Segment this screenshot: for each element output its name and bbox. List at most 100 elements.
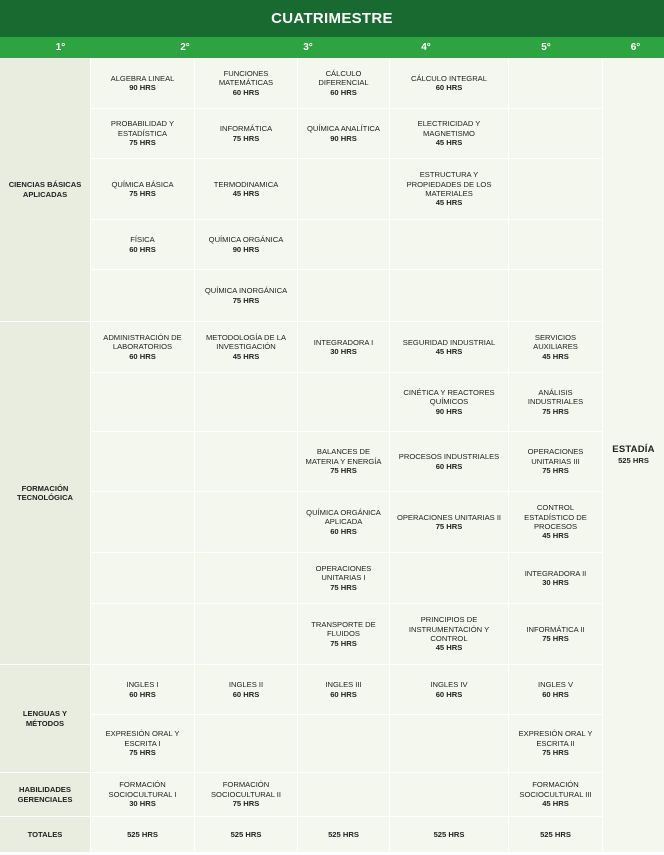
empty-cell (195, 432, 298, 492)
col-header-2: 2° (180, 42, 190, 53)
course-cell: ESTRUCTURA Y PROPIEDADES DE LOS MATERIAL… (390, 159, 509, 220)
course-cell: INTEGRADORA II 30 HRS (509, 553, 603, 604)
total-value: 525 HRS (390, 817, 509, 852)
empty-cell (298, 373, 390, 432)
course-name: PROBABILIDAD Y ESTADÍSTICA (110, 119, 175, 138)
empty-cell (195, 715, 298, 773)
course-name: TERMODINAMICA (213, 179, 279, 189)
course-name: ADMINISTRACIÓN DE LABORATORIOS (103, 332, 182, 352)
semester-header-row: 1° 2° 3° 4° 5° 6° (0, 37, 664, 58)
course-cell: METODOLOGÍA DE LA INVESTIGACIÓN 45 HRS (195, 322, 298, 373)
course-cell: INFORMÁTICA II 75 HRS (509, 604, 603, 665)
col-header-3: 3° (303, 42, 313, 53)
empty-cell (91, 492, 195, 553)
empty-cell (298, 220, 390, 270)
course-cell: INGLES V 60 HRS (509, 665, 603, 715)
course-name: OPERACIONES UNITARIAS III (527, 447, 584, 466)
course-hours: 75 HRS (330, 582, 357, 592)
category-formacion-tecnologica: FORMACIÓN TECNOLÓGICA (0, 322, 91, 665)
course-name: FORMACIÓN SOCIOCULTURAL III (519, 780, 592, 799)
empty-cell (91, 373, 195, 432)
course-name: TRANSPORTE DE FLUIDOS (311, 619, 376, 639)
course-cell: OPERACIONES UNITARIAS I 75 HRS (298, 553, 390, 604)
category-ciencias-basicas: CIENCIAS BÁSICAS APLICADAS (0, 58, 91, 322)
course-cell: ADMINISTRACIÓN DE LABORATORIOS 60 HRS (91, 322, 195, 373)
course-cell: ELECTRICIDAD Y MAGNETISMO 45 HRS (390, 109, 509, 159)
col-header-6: 6° (630, 42, 641, 53)
course-cell: QUÍMICA INORGÁNICA 75 HRS (195, 270, 298, 322)
course-name: CONTROL ESTADÍSTICO DE PROCESOS (524, 503, 587, 531)
course-hours: 60 HRS (330, 526, 357, 536)
course-name: QUÍMICA ORGÁNICA (208, 235, 284, 245)
empty-cell (390, 270, 509, 322)
course-name: QUÍMICA BÁSICA (111, 179, 174, 189)
empty-cell (91, 553, 195, 604)
total-value: 525 HRS (509, 817, 603, 852)
category-lenguas-metodos: LENGUAS Y MÉTODOS (0, 665, 91, 773)
course-cell: CONTROL ESTADÍSTICO DE PROCESOS 45 HRS (509, 492, 603, 553)
course-hours: 60 HRS (129, 244, 156, 254)
course-hours: 45 HRS (435, 643, 463, 653)
course-name: INTEGRADORA II (524, 568, 587, 578)
course-cell: INGLES II 60 HRS (195, 665, 298, 715)
totals-label: TOTALES (0, 817, 91, 852)
course-name: BALANCES DE MATERIA Y ENERGÍA (305, 447, 382, 466)
course-hours: 75 HRS (129, 748, 156, 758)
total-value: 525 HRS (195, 817, 298, 852)
course-name: SEGURIDAD INDUSTRIAL (402, 337, 496, 347)
course-cell: QUÍMICA ANALÍTICA 90 HRS (298, 109, 390, 159)
course-cell: OPERACIONES UNITARIAS II 75 HRS (390, 492, 509, 553)
course-name: INGLES V (537, 680, 574, 690)
course-hours: 45 HRS (542, 351, 569, 361)
empty-cell (298, 773, 390, 817)
empty-cell (298, 159, 390, 220)
course-hours: 90 HRS (232, 244, 260, 254)
course-hours: 60 HRS (435, 83, 463, 92)
course-cell: PROBABILIDAD Y ESTADÍSTICA 75 HRS (91, 109, 195, 159)
curriculum-grid: CIENCIAS BÁSICAS APLICADAS FORMACIÓN TEC… (0, 58, 664, 855)
course-cell: INGLES IV 60 HRS (390, 665, 509, 715)
course-name: INTEGRADORA I (313, 337, 374, 347)
course-name: EXPRESIÓN ORAL Y ESCRITA I (105, 729, 180, 748)
course-name: EXPRESIÓN ORAL Y ESCRITA II (518, 729, 593, 748)
page-title: CUATRIMESTRE (0, 0, 664, 37)
course-cell: FUNCIONES MATEMÁTICAS 60 HRS (195, 58, 298, 109)
total-value: 525 HRS (91, 817, 195, 852)
empty-cell (509, 58, 603, 109)
empty-cell (509, 159, 603, 220)
course-name: INGLES IV (430, 680, 468, 690)
course-cell: CÁLCULO DIFERENCIAL 60 HRS (298, 58, 390, 109)
course-hours: 75 HRS (129, 138, 156, 148)
course-cell: FORMACIÓN SOCIOCULTURAL III 45 HRS (509, 773, 603, 817)
course-name: FUNCIONES MATEMÁTICAS (218, 68, 274, 88)
course-cell: ALGEBRA LINEAL 90 HRS (91, 58, 195, 109)
course-name: CÁLCULO DIFERENCIAL (318, 68, 369, 88)
course-hours: 45 HRS (232, 351, 260, 361)
course-cell: CÁLCULO INTEGRAL 60 HRS (390, 58, 509, 109)
course-cell: PROCESOS INDUSTRIALES 60 HRS (390, 432, 509, 492)
course-name: ALGEBRA LINEAL (110, 73, 175, 83)
course-name: PRINCIPIOS DE INSTRUMENTACIÓN Y CONTROL (408, 615, 490, 643)
course-cell: INFORMÁTICA 75 HRS (195, 109, 298, 159)
course-cell: CINÉTICA Y REACTORES QUÍMICOS 90 HRS (390, 373, 509, 432)
course-cell: SEGURIDAD INDUSTRIAL 45 HRS (390, 322, 509, 373)
course-name: ELECTRICIDAD Y MAGNETISMO (417, 119, 481, 138)
course-name: FORMACIÓN SOCIOCULTURAL II (210, 780, 282, 799)
col-header-4: 4° (421, 42, 431, 53)
course-hours: 75 HRS (542, 748, 569, 758)
empty-cell (390, 553, 509, 604)
course-cell: FÍSICA 60 HRS (91, 220, 195, 270)
course-hours: 30 HRS (542, 578, 569, 587)
course-hours: 30 HRS (330, 347, 357, 356)
empty-cell (390, 220, 509, 270)
empty-cell (195, 604, 298, 665)
course-hours: 60 HRS (232, 87, 260, 97)
estadia-cell: ESTADÍA 525 HRS (603, 58, 664, 852)
course-name: INFORMÁTICA (219, 124, 273, 134)
empty-cell (298, 270, 390, 322)
empty-cell (195, 373, 298, 432)
course-cell: EXPRESIÓN ORAL Y ESCRITA I 75 HRS (91, 715, 195, 773)
course-hours: 45 HRS (435, 347, 463, 356)
estadia-hours: 525 HRS (618, 456, 649, 466)
course-cell: EXPRESIÓN ORAL Y ESCRITA II 75 HRS (509, 715, 603, 773)
